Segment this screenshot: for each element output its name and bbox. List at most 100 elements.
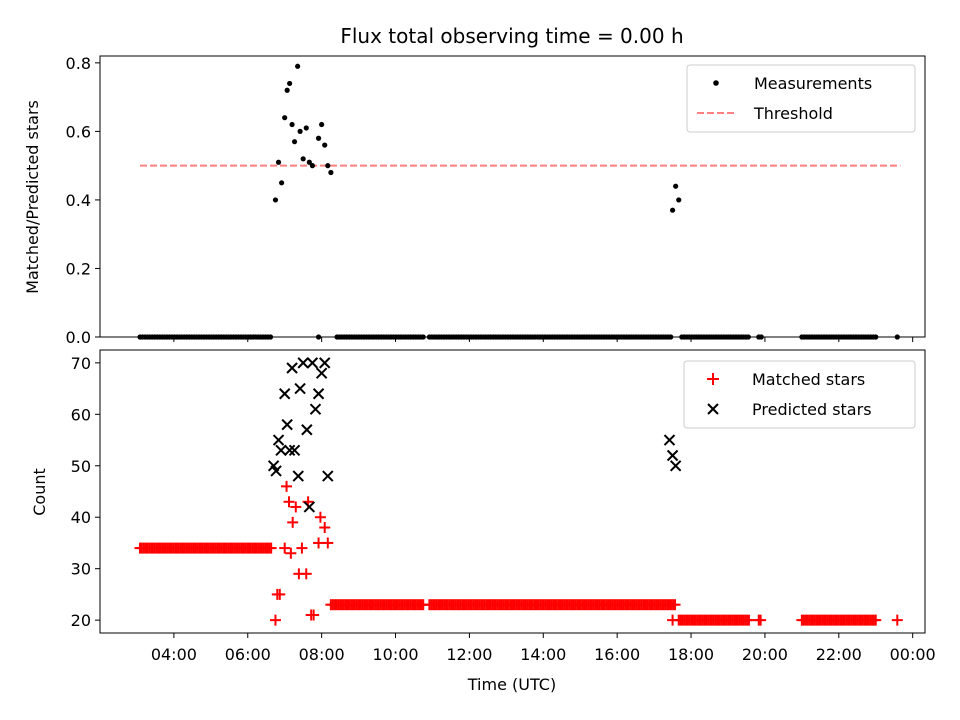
predicted-star-point: [281, 418, 293, 431]
x-tick-label: 08:00: [299, 645, 345, 664]
matched-star-point: [891, 614, 903, 626]
matched-star-point: [870, 614, 882, 626]
legend-measurements-label: Measurements: [754, 74, 872, 93]
legend-matched-label: Matched stars: [752, 370, 865, 389]
matched-star-point: [274, 588, 286, 600]
x-tick-label: 00:00: [890, 645, 936, 664]
bottom-plot-frame: [99, 349, 926, 634]
matched-star-point: [287, 516, 299, 528]
measurement-point: [289, 121, 295, 128]
predicted-star-point: [303, 501, 316, 513]
matched-star-point: [319, 522, 331, 534]
y-tick-label: 0.4: [66, 191, 91, 210]
top-plot-panel: 0.00.20.40.60.8 Matched/Predicted stars …: [23, 54, 926, 347]
bottom-x-axis-ticks: 04:00 06:00 08:00 10:00 12:00 14:00 16:00 18:00…: [151, 633, 936, 664]
matched-star-point: [314, 511, 326, 523]
legend-threshold-label: Threshold: [753, 104, 833, 123]
matched-star-point: [755, 614, 767, 626]
predicted-star-point: [663, 434, 676, 446]
bottom-y-axis-label: Count: [30, 468, 49, 516]
predicted-star-point: [294, 382, 306, 395]
matched-star-point: [265, 542, 277, 554]
matched-star-point: [290, 501, 302, 513]
x-tick-label: 12:00: [446, 645, 492, 664]
matched-star-point: [285, 547, 297, 559]
measurement-point: [295, 63, 301, 69]
predicted-star-point: [283, 444, 296, 457]
measurement-point: [328, 169, 334, 176]
legend-predicted-marker: [707, 403, 719, 415]
predicted-star-point: [666, 449, 679, 462]
x-tick-label: 20:00: [742, 645, 788, 664]
matched-star-point: [313, 537, 325, 549]
matched-star-point: [300, 568, 312, 580]
y-tick-label: 70: [71, 354, 91, 373]
top-x-axis-ticks: [173, 337, 914, 342]
legend-matched-marker: [707, 373, 719, 385]
matched-star-point: [743, 614, 755, 626]
x-tick-label: 16:00: [594, 645, 640, 664]
top-legend-box: [686, 64, 916, 133]
measurement-point: [300, 156, 306, 162]
predicted-star-point: [319, 357, 331, 369]
predicted-star-point: [669, 460, 682, 472]
bottom-x-axis-label: Time (UTC): [467, 675, 556, 694]
measurement-point: [291, 139, 298, 145]
predicted-star-point: [315, 367, 328, 379]
matched-star-point: [269, 614, 281, 626]
measurement-point: [322, 142, 328, 148]
legend-predicted-label: Predicted stars: [752, 400, 872, 419]
measurement-point: [325, 163, 331, 169]
predicted-star-point: [312, 388, 325, 400]
matched-star-point: [296, 542, 308, 554]
measurement-point: [669, 207, 676, 213]
bottom-y-axis-ticks: 20 30 40 50 60 70: [71, 354, 100, 630]
measurement-point: [275, 159, 282, 165]
predicted-star-point: [292, 470, 304, 482]
matched-star-point: [669, 599, 681, 611]
top-y-axis-label: Matched/Predicted stars: [23, 100, 42, 294]
predicted-star-point: [297, 357, 309, 369]
y-tick-label: 50: [71, 457, 91, 476]
matched-star-point: [322, 537, 334, 549]
x-tick-label: 14:00: [520, 645, 566, 664]
measurement-point: [315, 135, 322, 141]
y-tick-label: 60: [71, 405, 91, 424]
predicted-star-point: [306, 357, 319, 369]
x-tick-label: 06:00: [225, 645, 271, 664]
legend-measurements-marker: [713, 80, 719, 86]
measurement-point: [303, 125, 309, 131]
bottom-legend: Matched stars Predicted stars: [683, 360, 916, 429]
predicted-star-point: [309, 403, 322, 415]
y-tick-label: 0.8: [66, 54, 91, 73]
y-tick-label: 30: [71, 560, 91, 579]
predicted-star-point: [270, 465, 282, 477]
predicted-star-point: [286, 362, 298, 374]
y-tick-label: 0.0: [66, 328, 91, 347]
measurement-point: [309, 163, 316, 169]
bottom-plot-panel: 20 30 40 50 60 70 04:00 06:00 08:00 10:00 12:00 14…: [30, 349, 936, 694]
measurement-point: [319, 121, 325, 128]
y-tick-label: 40: [71, 508, 91, 527]
predicted-star-point: [275, 444, 287, 457]
x-tick-label: 22:00: [816, 645, 862, 664]
predicted-star-point: [288, 444, 301, 457]
top-data-marks: [137, 63, 901, 340]
predicted-star-point: [322, 470, 334, 482]
matched-star-point: [667, 614, 679, 626]
matched-star-point: [281, 480, 293, 492]
matched-star-point: [308, 609, 320, 621]
measurement-point: [676, 197, 682, 203]
matched-star-point: [279, 542, 291, 554]
matched-star-point: [283, 496, 295, 508]
measurement-point: [279, 180, 285, 186]
x-tick-label: 18:00: [668, 645, 714, 664]
y-tick-label: 0.2: [66, 259, 91, 278]
top-plot-frame: [99, 55, 926, 338]
x-tick-label: 04:00: [151, 645, 197, 664]
measurement-point: [272, 197, 279, 203]
y-tick-label: 20: [71, 611, 91, 630]
x-tick-label: 10:00: [372, 645, 418, 664]
y-tick-label: 0.6: [66, 122, 91, 141]
